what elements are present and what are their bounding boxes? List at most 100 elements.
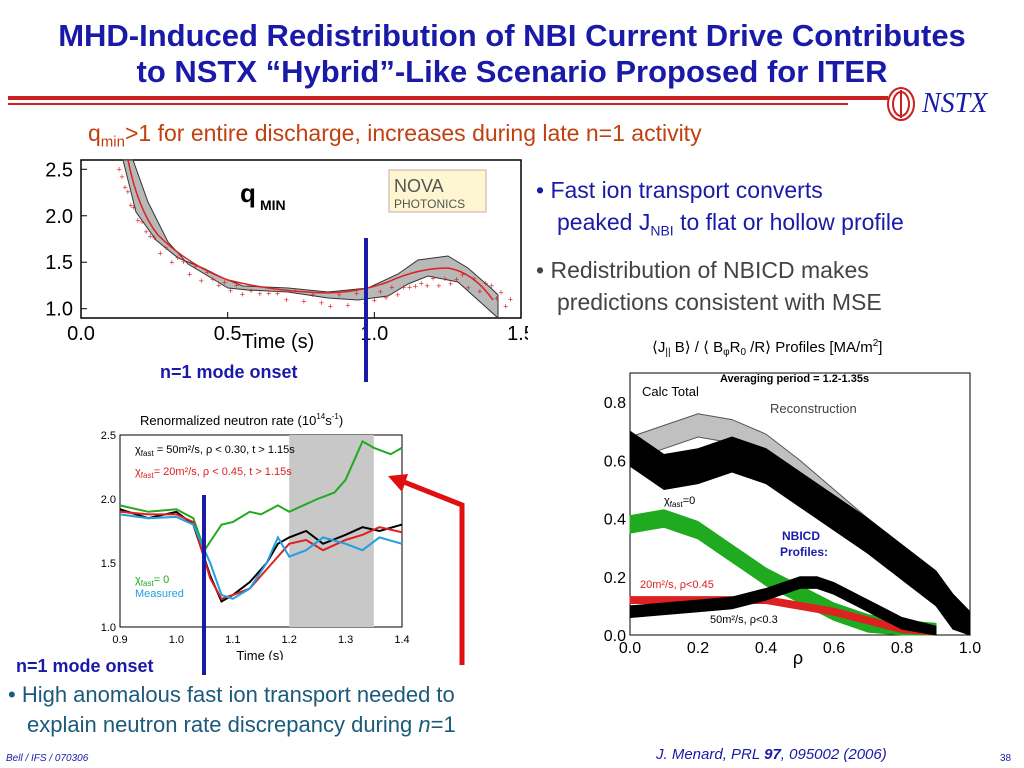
profiles-chart-title: ⟨J|| B⟩ / ⟨ BφR0 /R⟩ Profiles [MA/m2] — [652, 338, 882, 358]
slide-title: MHD-Induced Redistribution of NBI Curren… — [0, 18, 1024, 90]
neutron-y-tick-label: 2.0 — [101, 494, 116, 506]
qmin-fit-line — [127, 159, 494, 301]
qmin-chart-title-sub: MIN — [260, 197, 286, 213]
qmin-data-point: + — [181, 257, 186, 267]
title-rule-thin — [8, 103, 848, 105]
nstx-logo-icon — [887, 87, 915, 121]
title-line-1: MHD-Induced Redistribution of NBI Curren… — [58, 18, 966, 53]
onset-label-top: n=1 mode onset — [160, 362, 298, 382]
qmin-data-point: + — [498, 288, 503, 298]
qmin-data-point: + — [425, 281, 430, 291]
title-line-2: to NSTX “Hybrid”-Like Scenario Proposed … — [136, 54, 888, 89]
label-chi0: χfast=0 — [664, 495, 695, 509]
qmin-x-label: Time (s) — [242, 331, 315, 353]
qmin-data-point: + — [442, 274, 447, 284]
qmin-data-point: + — [257, 289, 262, 299]
profiles-y-tick-label: 0.4 — [604, 512, 626, 529]
profiles-x-axis: 0.0 0.2 0.4 0.6 0.8 1.0 — [619, 640, 981, 657]
qmin-data-points: ++++++++++++++ + +++++++ ++++ + + + ++++++ +++++… — [117, 164, 514, 311]
subtitle: qmin>1 for entire discharge, increases d… — [88, 120, 702, 151]
qmin-data-point: + — [131, 202, 136, 212]
profiles-y-tick-label: 0.0 — [604, 628, 626, 645]
qmin-data-point: + — [328, 302, 333, 312]
qmin-data-point: + — [413, 282, 418, 292]
qmin-data-point: + — [372, 295, 377, 305]
qmin-data-point: + — [249, 286, 254, 296]
qmin-data-point: + — [163, 243, 168, 253]
qmin-chart-title: q — [240, 178, 256, 208]
qmin-data-point: + — [275, 289, 280, 299]
qmin-data-point: + — [471, 274, 476, 284]
qmin-x-tick-label: 1.5 — [507, 323, 528, 345]
qmin-data-point: + — [148, 231, 153, 241]
qmin-data-point: + — [407, 282, 412, 292]
qmin-data-point: + — [337, 290, 342, 300]
neutron-x-tick-label: 1.3 — [338, 634, 353, 646]
qmin-data-point: + — [122, 183, 127, 193]
qmin-data-point: + — [284, 295, 289, 305]
qmin-data-point: + — [266, 289, 271, 299]
qmin-data-point: + — [199, 276, 204, 286]
nova-photonics-logo: NOVA PHOTONICS — [388, 169, 487, 213]
profiles-x-tick-label: 0.2 — [687, 640, 709, 657]
profiles-y-tick-label: 0.2 — [604, 570, 626, 587]
qmin-y-tick-label: 2.0 — [45, 206, 73, 228]
neutron-series-line — [119, 513, 403, 600]
qmin-y-tick-label: 1.5 — [45, 252, 73, 274]
qmin-data-point: + — [205, 267, 210, 277]
page-number: 38 — [1000, 753, 1012, 764]
footer-author: Bell / IFS / 070306 — [6, 753, 89, 764]
qmin-data-point: + — [395, 290, 400, 300]
qmin-data-point: + — [503, 302, 508, 312]
neutron-series — [119, 439, 403, 603]
neutron-legend-chi20: χfast= 20m²/s, ρ < 0.45, t > 1.15s — [135, 466, 292, 480]
neutron-x-tick-label: 0.9 — [112, 634, 127, 646]
qmin-y-axis: 1.0 1.5 2.0 2.5 — [45, 159, 87, 321]
nstx-logo-text: NSTX — [922, 88, 988, 119]
red-arrow-icon — [388, 474, 465, 665]
qmin-data-point: + — [483, 278, 488, 288]
neutron-legend-chi50: χfast = 50m²/s, ρ < 0.30, t > 1.15s — [135, 444, 295, 458]
qmin-data-point: + — [222, 277, 227, 287]
qmin-data-point: + — [135, 216, 140, 226]
label-nbicd-1: NBICD — [782, 529, 820, 543]
qmin-data-point: + — [240, 289, 245, 299]
profiles-chart: ⟨J|| B⟩ / ⟨ BφR0 /R⟩ Profiles [MA/m2] Av… — [604, 338, 981, 668]
nova-logo-line2: PHOTONICS — [394, 197, 465, 211]
qmin-data-point: + — [354, 289, 359, 299]
qmin-data-point: + — [489, 281, 494, 291]
qmin-data-point: + — [448, 279, 453, 289]
neutron-chart-title: Renormalized neutron rate (1014s-1) — [140, 412, 343, 428]
qmin-data-point: + — [119, 172, 124, 182]
qmin-data-point: + — [378, 287, 383, 297]
qmin-data-point: + — [158, 249, 163, 259]
bullet-redistribution: • Redistribution of NBICD makes predicti… — [536, 257, 882, 315]
neutron-y-tick-label: 2.5 — [101, 430, 116, 442]
qmin-data-point: + — [152, 233, 157, 243]
profiles-x-tick-label: 0.6 — [823, 640, 845, 657]
qmin-data-point: + — [210, 274, 215, 284]
qmin-data-point: + — [216, 280, 221, 290]
qmin-data-point: + — [401, 282, 406, 292]
qmin-data-point: + — [466, 283, 471, 293]
neutron-x-tick-label: 1.1 — [225, 634, 240, 646]
profiles-x-tick-label: 1.0 — [959, 640, 981, 657]
nova-logo-line1: NOVA — [394, 176, 444, 196]
neutron-series-line — [119, 510, 403, 601]
qmin-data-point: + — [117, 164, 122, 174]
n1-onset-marker-bottom — [202, 495, 206, 675]
profiles-y-axis: 0.0 0.2 0.4 0.6 0.8 — [604, 395, 626, 645]
profiles-series-band — [629, 430, 971, 636]
qmin-data-point: + — [293, 286, 298, 296]
onset-label-bottom: n=1 mode onset — [16, 656, 154, 676]
neutron-shaded-region — [289, 435, 374, 627]
qmin-x-tick-label: 0.0 — [67, 323, 95, 345]
qmin-data-point: + — [139, 217, 144, 227]
neutron-y-tick-label: 1.5 — [101, 558, 116, 570]
qmin-data-point: + — [430, 273, 435, 283]
qmin-data-point: + — [169, 257, 174, 267]
label-chi50-top: 50m²/s, ρ<0.3 — [682, 462, 750, 474]
qmin-x-tick-label: 0.5 — [214, 323, 242, 345]
qmin-data-point: + — [234, 281, 239, 291]
qmin-data-point: + — [187, 270, 192, 280]
